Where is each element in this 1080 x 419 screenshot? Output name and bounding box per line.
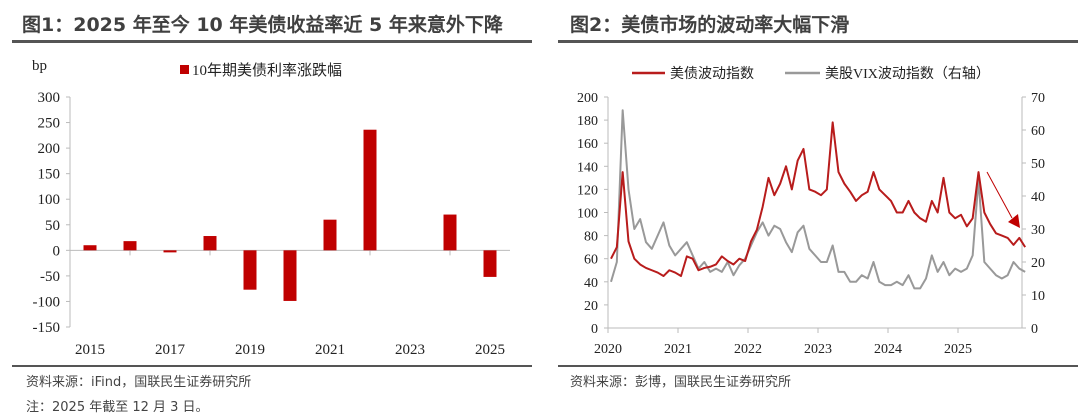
right-y-tick-label: 70 bbox=[1031, 91, 1045, 106]
y-tick-label: 0 bbox=[53, 243, 61, 259]
y-tick-label: 300 bbox=[38, 90, 61, 106]
bar-2024 bbox=[443, 214, 457, 251]
bar-chart: bp 10年期美债利率涨跌幅 300 250 200 150 100 50 0 -50 -100 -1… bbox=[32, 58, 510, 358]
x-tick-label: 2017 bbox=[155, 342, 186, 358]
x-tick-label: 2023 bbox=[395, 342, 425, 358]
left-y-tick-label: 100 bbox=[577, 207, 598, 222]
x-tick-label: 2024 bbox=[874, 342, 902, 357]
right-y-tick-label: 20 bbox=[1031, 256, 1045, 271]
left-y-tick-label: 80 bbox=[584, 230, 598, 245]
bar-2020 bbox=[283, 250, 297, 301]
line-chart: 美债波动指数 美股VIX波动指数（右轴）200180160140120100806… bbox=[577, 66, 1045, 357]
move-line bbox=[610, 121, 1027, 278]
trend-arrow-shaft bbox=[986, 171, 1013, 219]
right-y-tick-label: 50 bbox=[1031, 157, 1045, 172]
y-unit-label: bp bbox=[32, 58, 47, 74]
left-y-tick-label: 20 bbox=[584, 299, 598, 314]
bar-2019 bbox=[243, 250, 257, 290]
left-y-tick-label: 140 bbox=[577, 160, 598, 175]
x-tick-label: 2022 bbox=[734, 342, 762, 357]
x-tick-label: 2020 bbox=[594, 342, 622, 357]
left-y-tick-label: 180 bbox=[577, 114, 598, 129]
figure1-source: 资料来源：iFind，国联民生证券研究所 bbox=[26, 375, 252, 390]
right-y-tick-label: 0 bbox=[1031, 322, 1038, 337]
figure1-title: 图1：2025 年至今 10 年美债收益率近 5 年来意外下降 bbox=[22, 14, 503, 36]
figure2-title-rule bbox=[558, 40, 1078, 43]
x-tick-label: 2015 bbox=[75, 342, 105, 358]
y-tick-label: 150 bbox=[38, 167, 61, 183]
legend-label: 10年期美债利率涨跌幅 bbox=[192, 62, 342, 79]
left-y-tick-label: 160 bbox=[577, 137, 598, 152]
bar-2021 bbox=[323, 219, 337, 251]
right-y-tick-label: 40 bbox=[1031, 190, 1045, 205]
x-tick-label: 2019 bbox=[235, 342, 265, 358]
figure2-title: 图2：美债市场的波动率大幅下滑 bbox=[570, 14, 850, 36]
bar-2015 bbox=[83, 245, 97, 251]
figure1-title-rule bbox=[12, 40, 532, 43]
x-tick-label: 2025 bbox=[944, 342, 972, 357]
left-y-tick-label: 120 bbox=[577, 183, 598, 198]
legend-label-move: 美债波动指数 bbox=[670, 66, 754, 82]
y-tick-label: -150 bbox=[33, 320, 61, 336]
x-tick-label: 2025 bbox=[475, 342, 505, 358]
left-y-tick-label: 0 bbox=[591, 322, 598, 337]
y-tick-label: -100 bbox=[33, 294, 61, 310]
legend-label-vix: 美股VIX波动指数（右轴） bbox=[825, 66, 990, 82]
left-y-tick-label: 40 bbox=[584, 276, 598, 291]
left-y-tick-label: 60 bbox=[584, 253, 598, 268]
trend-arrow-head bbox=[1008, 214, 1020, 228]
x-tick-label: 2023 bbox=[804, 342, 832, 357]
bar-2022 bbox=[363, 129, 377, 251]
right-y-tick-label: 30 bbox=[1031, 223, 1045, 238]
y-tick-label: 250 bbox=[38, 116, 61, 132]
y-tick-label: 200 bbox=[38, 141, 61, 157]
y-tick-label: 50 bbox=[45, 218, 60, 234]
bar-2017 bbox=[163, 250, 177, 253]
figure1-bottom-rule bbox=[12, 365, 532, 367]
vix-line bbox=[610, 109, 1026, 290]
bar-2025 bbox=[483, 250, 497, 277]
legend-swatch bbox=[180, 65, 189, 74]
figure1-note: 注：2025 年截至 12 月 3 日。 bbox=[26, 400, 209, 415]
figure2-bottom-rule bbox=[558, 365, 1078, 367]
bar-2016 bbox=[123, 241, 137, 251]
figure2-source: 资料来源：彭博，国联民生证券研究所 bbox=[570, 375, 792, 390]
left-y-tick-label: 200 bbox=[577, 91, 598, 106]
right-y-tick-label: 60 bbox=[1031, 124, 1045, 139]
y-tick-label: -50 bbox=[40, 269, 60, 285]
x-tick-label: 2021 bbox=[315, 342, 345, 358]
y-tick-label: 100 bbox=[38, 192, 61, 208]
right-y-tick-label: 10 bbox=[1031, 289, 1045, 304]
x-tick-label: 2021 bbox=[664, 342, 692, 357]
bar-2018 bbox=[203, 236, 217, 251]
